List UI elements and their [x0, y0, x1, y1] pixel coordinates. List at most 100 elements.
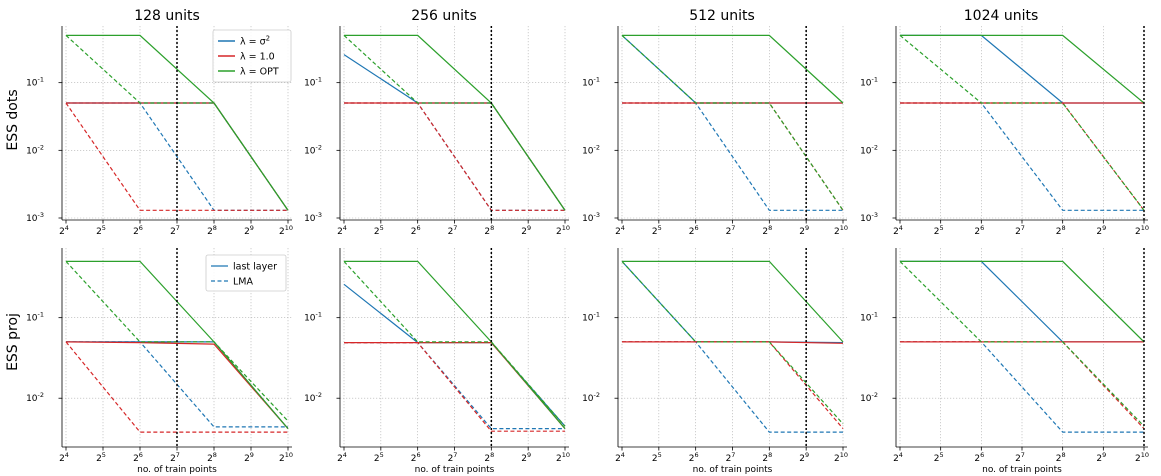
x-tick-label: 28	[207, 451, 217, 464]
x-tick-label: 29	[1096, 451, 1106, 464]
row-label-ess-proj: ESS proj	[5, 313, 21, 371]
y-tick-label: 10-1	[26, 311, 44, 324]
series-line-one-lma	[622, 341, 844, 429]
x-tick-label: 26	[689, 224, 699, 237]
x-tick-label: 29	[244, 451, 254, 464]
x-axis-label: no. of train points	[137, 465, 217, 475]
style-legend-label: LMA	[233, 277, 253, 288]
x-tick-label: 24	[59, 224, 69, 237]
series-line-opt-last-layer	[66, 34, 289, 211]
y-tick-label: 10-2	[582, 143, 600, 156]
x-tick-label: 24	[337, 451, 347, 464]
x-axis-label: no. of train points	[982, 465, 1062, 475]
panel-5: 24 25 26 27 28 29 210 10-2 10-1 no. of train poin…	[304, 248, 570, 475]
series-line-sigma2-lma	[344, 342, 565, 430]
column-title-1024: 1024 units	[964, 8, 1039, 24]
lambda-legend-label: λ = σ2	[240, 35, 270, 48]
x-tick-label: 29	[521, 451, 531, 464]
x-tick-label: 29	[799, 224, 809, 237]
panel-6: 24 25 26 27 28 29 210 10-2 10-1 no. of train poin…	[582, 248, 848, 475]
x-tick-label: 28	[762, 451, 772, 464]
x-tick-label: 27	[170, 224, 180, 237]
series-line-one-lma	[900, 341, 1145, 430]
x-tick-label: 28	[207, 224, 217, 237]
y-tick-label: 10-1	[582, 76, 600, 89]
x-tick-label: 25	[652, 451, 662, 464]
series-line-opt-lma	[899, 260, 1145, 427]
series-line-opt-last-layer	[622, 34, 844, 104]
x-tick-label: 26	[974, 451, 984, 464]
x-tick-label: 25	[934, 224, 944, 237]
style-legend-box	[205, 254, 287, 292]
y-tick-label: 10-1	[26, 76, 44, 89]
series-line-opt-lma	[621, 260, 844, 425]
y-tick-label: 10-2	[304, 391, 322, 404]
x-tick-label: 26	[974, 224, 984, 237]
y-tick-label: 10-3	[582, 211, 600, 224]
x-tick-label: 27	[1015, 224, 1025, 237]
x-tick-label: 27	[170, 451, 180, 464]
series-line-opt-last-layer	[344, 34, 566, 211]
x-tick-label: 210	[1135, 451, 1149, 464]
x-tick-label: 210	[1135, 224, 1149, 237]
column-title-256: 256 units	[411, 8, 477, 24]
x-tick-label: 24	[337, 224, 347, 237]
x-tick-label: 24	[59, 451, 69, 464]
x-tick-label: 28	[484, 224, 494, 237]
column-title-128: 128 units	[134, 8, 200, 24]
y-tick-label: 10-2	[304, 143, 322, 156]
x-tick-label: 27	[1015, 451, 1025, 464]
lambda-legend-label: λ = OPT	[240, 67, 279, 78]
x-tick-label: 210	[279, 451, 293, 464]
series-line-opt-last-layer	[900, 260, 1145, 343]
x-tick-label: 210	[556, 451, 570, 464]
x-tick-label: 25	[934, 451, 944, 464]
series-line-opt-last-layer	[344, 260, 566, 429]
row-label-ess-dots: ESS dots	[5, 89, 21, 150]
series-line-opt-lma	[343, 34, 566, 211]
series-line-one-lma	[344, 342, 565, 432]
series-line-opt-lma	[343, 260, 566, 427]
panel-grid: 24 25 26 27 28 29 210 10-3 10-2 10-1 24 25 26 27 28 29 2…	[26, 26, 1149, 475]
x-tick-label: 24	[615, 451, 625, 464]
x-tick-label: 29	[244, 224, 254, 237]
x-tick-label: 27	[448, 224, 458, 237]
x-axis-label: no. of train points	[415, 465, 495, 475]
y-tick-label: 10-1	[860, 76, 878, 89]
panel-2: 24 25 26 27 28 29 210 10-3 10-2 10-1	[582, 26, 848, 237]
panel-1: 24 25 26 27 28 29 210 10-3 10-2 10-1	[304, 26, 570, 237]
y-tick-label: 10-3	[304, 211, 322, 224]
x-tick-label: 29	[521, 224, 531, 237]
x-tick-label: 27	[448, 451, 458, 464]
x-tick-label: 24	[893, 224, 903, 237]
series-line-one-lma	[65, 102, 288, 211]
x-tick-label: 26	[411, 224, 421, 237]
series-line-opt-last-layer	[900, 34, 1145, 104]
x-tick-label: 27	[726, 224, 736, 237]
series-line-opt-lma	[899, 34, 1145, 211]
x-tick-label: 26	[411, 451, 421, 464]
style-legend-label: last layer	[233, 262, 277, 273]
y-tick-label: 10-2	[582, 391, 600, 404]
x-tick-label: 24	[893, 451, 903, 464]
panel-4: 24 25 26 27 28 29 210 10-2 10-1 no. of train poin…	[26, 248, 293, 475]
column-title-512: 512 units	[689, 8, 755, 24]
series-line-one-lma	[344, 102, 565, 211]
y-tick-label: 10-2	[860, 391, 878, 404]
x-tick-label: 210	[834, 451, 848, 464]
lambda-legend-label: λ = 1.0	[240, 52, 275, 63]
y-tick-label: 10-1	[860, 311, 878, 324]
y-tick-label: 10-1	[304, 311, 322, 324]
lambda-legend-box	[212, 29, 292, 83]
y-tick-label: 10-2	[26, 143, 44, 156]
x-tick-label: 25	[96, 451, 106, 464]
x-tick-label: 210	[556, 224, 570, 237]
y-tick-label: 10-3	[860, 211, 878, 224]
panel-7: 24 25 26 27 28 29 210 10-2 10-1 no. of train poin…	[860, 248, 1149, 475]
x-tick-label: 29	[799, 451, 809, 464]
x-tick-label: 28	[762, 224, 772, 237]
x-tick-label: 27	[726, 451, 736, 464]
legend-layer: λ = σ2 λ = 1.0 λ = OPT last layer LMA	[205, 29, 292, 292]
panel-0: 24 25 26 27 28 29 210 10-3 10-2 10-1	[26, 26, 293, 237]
y-tick-label: 10-3	[26, 211, 44, 224]
